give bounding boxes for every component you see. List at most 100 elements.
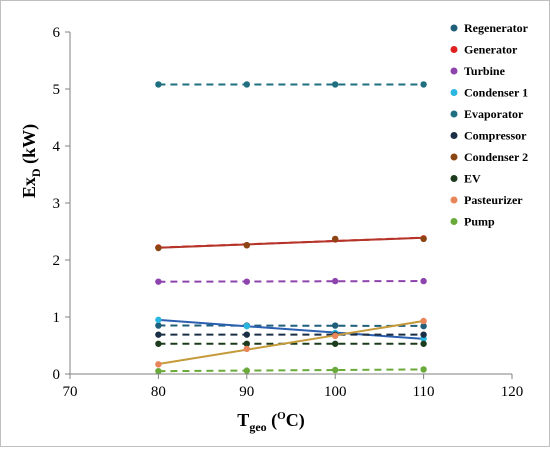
legend-marker bbox=[450, 218, 458, 225]
trend-line bbox=[158, 280, 424, 283]
data-point bbox=[155, 244, 162, 252]
y-tick-label: 3 bbox=[53, 196, 61, 212]
y-tick-label: 5 bbox=[53, 82, 61, 98]
legend-item: Compressor bbox=[450, 129, 527, 143]
legend: Regenerator Generator Turbine Condenser 1 Ev… bbox=[450, 21, 529, 229]
x-tick-label: 100 bbox=[324, 384, 347, 400]
y-tick-label: 4 bbox=[53, 139, 61, 155]
data-point bbox=[332, 340, 339, 347]
data-point bbox=[420, 340, 427, 347]
data-point bbox=[243, 367, 250, 374]
legend-label: Evaporator bbox=[464, 107, 524, 121]
x-tick-label: 90 bbox=[239, 384, 254, 400]
legend-item: Condenser 2 bbox=[450, 150, 528, 164]
data-point bbox=[155, 81, 162, 88]
legend-label: Turbine bbox=[464, 64, 506, 78]
series-condenser-1 bbox=[155, 316, 427, 342]
data-point bbox=[420, 322, 427, 330]
y-axis-label-unit: (kW) bbox=[19, 124, 40, 169]
data-point bbox=[420, 366, 427, 373]
data-point bbox=[155, 367, 162, 375]
legend-item: Condenser 1 bbox=[450, 86, 528, 100]
data-point bbox=[420, 235, 427, 243]
legend-marker bbox=[450, 24, 458, 32]
data-point bbox=[332, 322, 339, 329]
y-axis-label-main: Ex bbox=[19, 177, 39, 198]
trend-line bbox=[158, 320, 424, 365]
y-axis-label-sub: D bbox=[29, 168, 43, 177]
x-tick-label: 110 bbox=[413, 384, 435, 400]
series-turbine bbox=[155, 277, 427, 285]
legend-label: Pump bbox=[464, 215, 495, 229]
legend-item: Evaporator bbox=[450, 107, 524, 121]
legend-label: Compressor bbox=[464, 129, 527, 143]
y-axis: 0 1 2 3 4 5 6 bbox=[53, 25, 71, 383]
legend-marker bbox=[450, 110, 458, 118]
legend-marker bbox=[450, 89, 458, 96]
x-axis-label-unit-close: C) bbox=[286, 410, 305, 431]
data-point bbox=[332, 81, 339, 88]
legend-item: Turbine bbox=[450, 64, 506, 78]
data-point bbox=[332, 277, 339, 285]
series-condenser-2 bbox=[155, 235, 427, 252]
y-tick-label: 1 bbox=[53, 310, 61, 326]
data-point bbox=[155, 316, 162, 324]
data-point bbox=[420, 81, 427, 88]
y-tick-label: 6 bbox=[53, 25, 61, 41]
data-point bbox=[155, 322, 162, 329]
data-point bbox=[243, 340, 250, 347]
x-axis-label-sub: geo bbox=[249, 420, 266, 434]
data-point bbox=[155, 331, 162, 338]
x-tick-label: 120 bbox=[501, 384, 524, 400]
legend-item: Generator bbox=[450, 43, 518, 57]
x-axis-label-main: T bbox=[237, 410, 249, 430]
legend-marker bbox=[450, 46, 458, 53]
data-point bbox=[420, 277, 427, 285]
data-point bbox=[420, 331, 427, 338]
trend-line bbox=[158, 318, 424, 340]
legend-label: Pasteurizer bbox=[464, 193, 523, 207]
legend-marker bbox=[450, 196, 458, 204]
data-point bbox=[155, 361, 162, 368]
x-axis-label-unit-open: ( bbox=[267, 410, 278, 431]
data-point bbox=[243, 322, 250, 330]
data-point bbox=[243, 81, 250, 88]
legend-marker bbox=[450, 153, 458, 161]
trend-line bbox=[158, 236, 424, 249]
data-point bbox=[243, 241, 250, 249]
series-pump bbox=[155, 366, 427, 375]
data-point bbox=[420, 317, 427, 325]
series-evaporator bbox=[155, 81, 427, 88]
x-tick-label: 70 bbox=[63, 384, 78, 400]
series-ev bbox=[155, 340, 427, 347]
legend-item: Regenerator bbox=[450, 21, 529, 35]
data-point bbox=[155, 340, 162, 347]
legend-item: EV bbox=[450, 172, 481, 186]
legend-label: EV bbox=[464, 172, 481, 186]
series-pasteurizer bbox=[155, 317, 427, 368]
y-axis-label: ExD (kW) bbox=[19, 124, 43, 198]
legend-label: Condenser 2 bbox=[464, 150, 528, 164]
data-point bbox=[332, 235, 339, 243]
y-tick-label: 0 bbox=[53, 367, 61, 383]
data-point bbox=[243, 331, 250, 338]
plot-area bbox=[155, 81, 427, 375]
data-point bbox=[332, 366, 339, 374]
legend-item: Pump bbox=[450, 215, 495, 229]
data-point bbox=[243, 278, 250, 285]
x-axis-label: Tgeo (OC) bbox=[237, 410, 304, 434]
trend-line bbox=[158, 368, 424, 373]
legend-item: Pasteurizer bbox=[450, 193, 523, 207]
x-tick-label: 80 bbox=[151, 384, 166, 400]
x-axis: 70 80 90 100 110 120 bbox=[63, 373, 524, 400]
legend-marker bbox=[450, 132, 458, 139]
x-axis-label-unit-sup: O bbox=[277, 410, 286, 422]
legend-label: Condenser 1 bbox=[464, 86, 528, 100]
trend-line bbox=[158, 324, 424, 327]
data-point bbox=[332, 332, 339, 340]
legend-marker bbox=[450, 175, 458, 182]
data-point bbox=[243, 345, 250, 353]
legend-marker bbox=[450, 67, 458, 75]
